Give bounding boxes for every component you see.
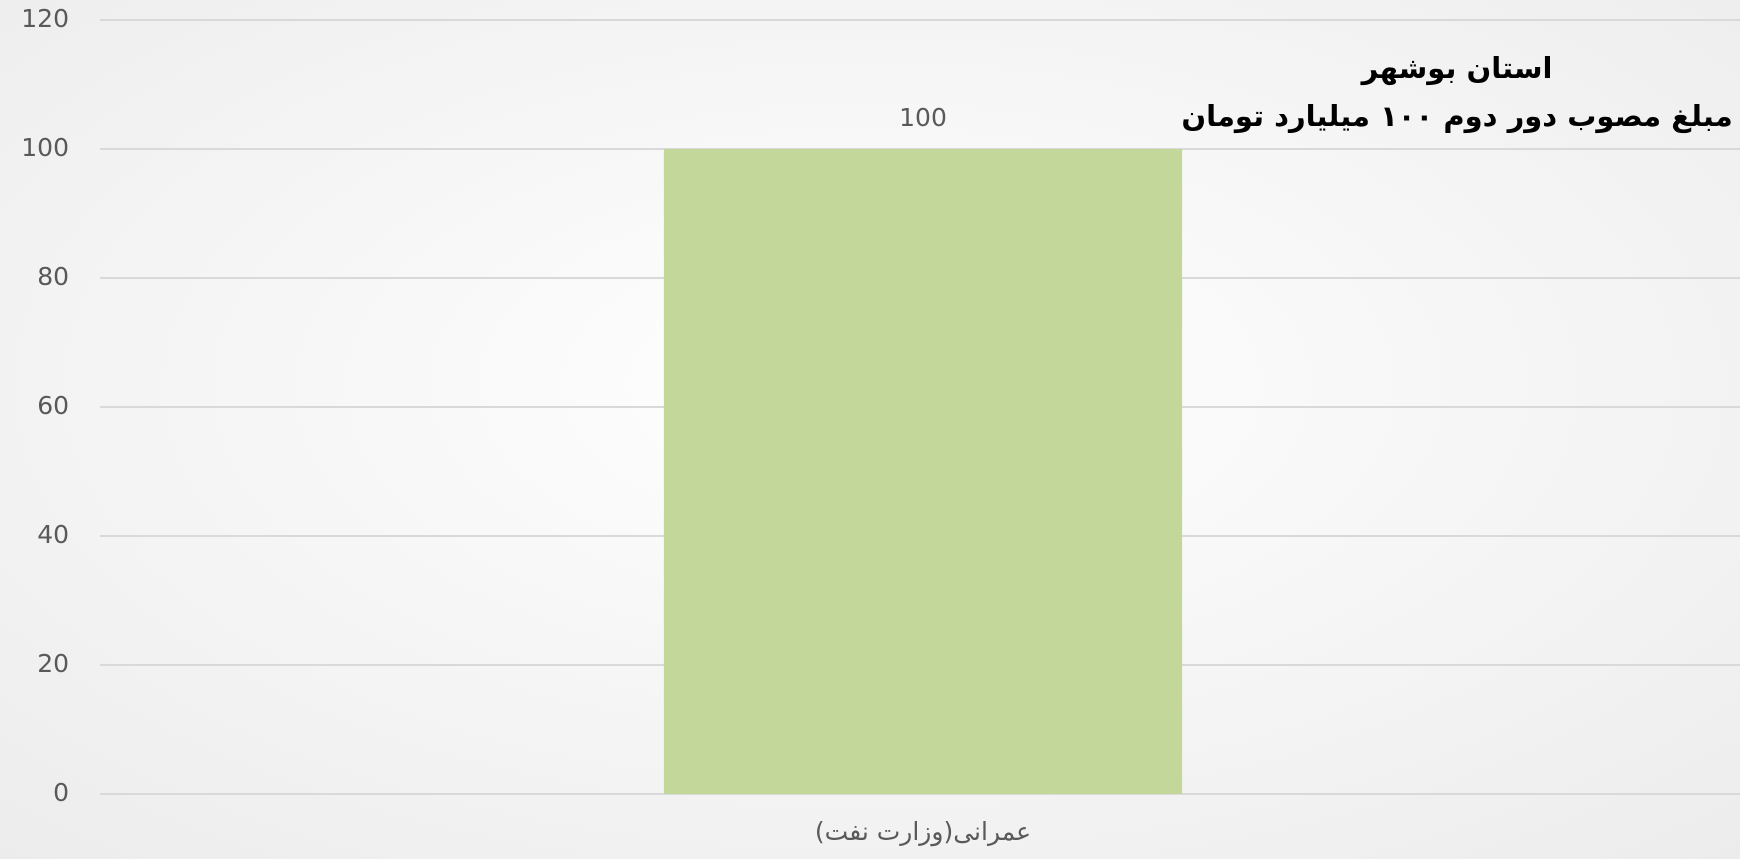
y-tick-label: 40 xyxy=(37,520,69,549)
chart-title: استان بوشهر xyxy=(1360,51,1553,85)
y-tick-label: 20 xyxy=(37,649,69,678)
chart-subtitle: مبلغ مصوب دور دوم ۱۰۰ میلیارد تومان xyxy=(1181,99,1732,133)
x-tick-label: عمرانی(وزارت نفت) xyxy=(815,817,1031,847)
y-tick-label: 60 xyxy=(37,391,69,420)
data-label: 100 xyxy=(899,103,947,132)
y-tick-label: 80 xyxy=(37,262,69,291)
bar xyxy=(663,149,1183,794)
y-tick-label: 120 xyxy=(21,4,69,33)
y-tick-label: 100 xyxy=(21,133,69,162)
y-tick-label: 0 xyxy=(53,778,69,807)
